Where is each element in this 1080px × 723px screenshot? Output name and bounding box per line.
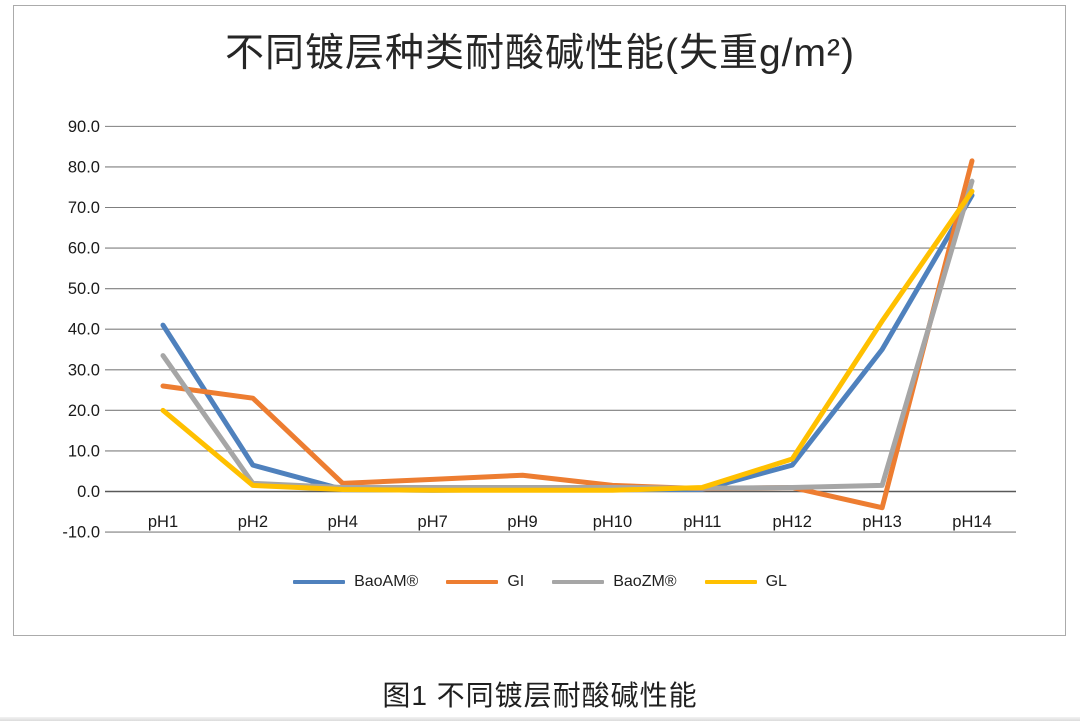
x-tick-label: pH1 (148, 513, 178, 531)
x-tick-label: pH10 (593, 513, 632, 531)
y-tick-label: 80.0 (68, 158, 100, 176)
x-tick-label: pH9 (507, 513, 537, 531)
legend-label: BaoAM® (354, 573, 419, 590)
y-tick-label: 50.0 (68, 280, 100, 298)
series-line-BaoZM (160, 178, 975, 491)
x-tick-label: pH11 (683, 513, 721, 531)
legend-item: BaoAM® (293, 573, 418, 591)
y-tick-label: -10.0 (62, 524, 100, 542)
chart-legend: BaoAM® GI BaoZM® GL (0, 573, 1080, 591)
y-tick-label: 20.0 (68, 402, 100, 420)
legend-line-swatch-icon (293, 580, 346, 584)
x-tick-label: pH4 (328, 513, 358, 531)
figure-caption: 图1 不同镀层耐酸碱性能 (382, 680, 698, 711)
legend-label: GL (765, 573, 787, 590)
legend-item: BaoZM® (552, 573, 677, 591)
legend-item: GL (704, 573, 787, 591)
legend-label: GI (507, 573, 525, 590)
y-tick-label: 60.0 (68, 240, 100, 258)
y-tick-label: 70.0 (68, 199, 100, 217)
y-tick-label: 40.0 (68, 321, 100, 339)
x-tick-label: pH13 (862, 513, 901, 531)
legend-label: BaoZM® (613, 573, 677, 590)
x-tick-label: pH2 (238, 513, 268, 531)
x-tick-label: pH7 (418, 513, 448, 531)
chart-container (13, 5, 1066, 636)
series-line-GL (160, 188, 975, 493)
chart-title: 不同镀层种类耐酸碱性能(失重g/m²) (225, 32, 855, 75)
y-tick-label: 90.0 (68, 118, 100, 136)
legend-line-swatch-icon (704, 580, 757, 584)
cropped-next-row-strip (0, 717, 1080, 721)
legend-item: GI (446, 573, 524, 591)
legend-line-swatch-icon (552, 580, 605, 584)
y-tick-label: 10.0 (68, 442, 100, 460)
series-line-BaoAM (160, 192, 975, 493)
x-tick-label: pH12 (772, 513, 811, 531)
x-tick-label: pH14 (952, 513, 991, 531)
y-tick-label: 0.0 (77, 483, 100, 501)
y-tick-label: 30.0 (68, 361, 100, 379)
series-line-GI (160, 158, 975, 511)
legend-line-swatch-icon (446, 580, 499, 584)
